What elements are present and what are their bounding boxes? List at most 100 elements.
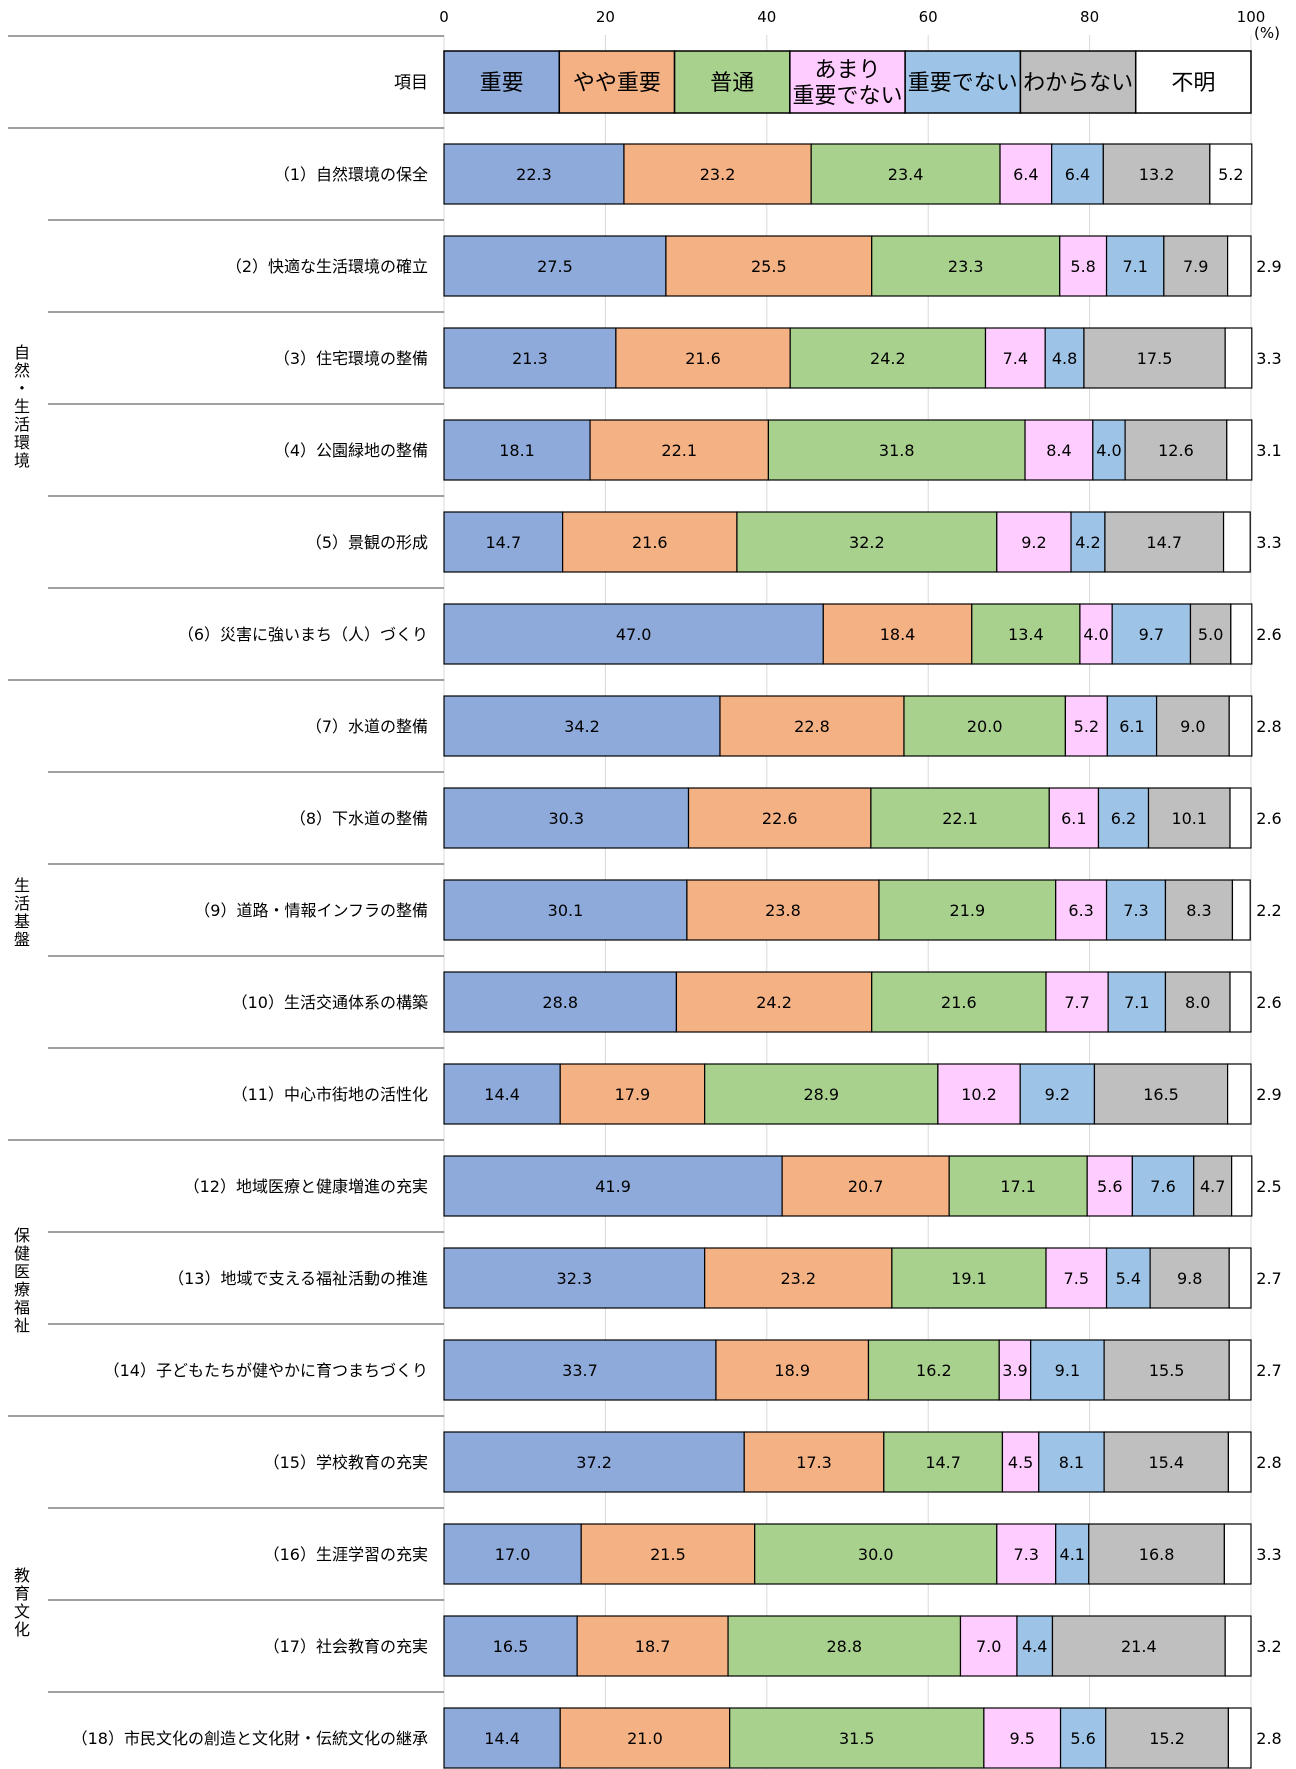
- legend-label-3: あまり: [814, 58, 880, 83]
- category-label: （13）地域で支える福祉活動の推進: [168, 1269, 428, 1288]
- bar-segment: [1189, 603, 1232, 665]
- data-label: 2.8: [1256, 1453, 1281, 1472]
- legend-label-3: 重要でない: [792, 84, 902, 109]
- legend-swatch-0: [443, 50, 561, 114]
- data-label: 31.5: [839, 1729, 875, 1748]
- data-label: 21.0: [627, 1729, 663, 1748]
- bar-segment: [443, 327, 617, 389]
- bar-segment: [1045, 1247, 1108, 1309]
- bar-segment: [998, 1339, 1032, 1401]
- group-label: 生活基盤: [14, 876, 30, 949]
- data-label: 7.6: [1150, 1177, 1175, 1196]
- data-label: 20.0: [967, 717, 1003, 736]
- bar-segment: [443, 1155, 783, 1217]
- bar-segment: [1088, 1523, 1225, 1585]
- data-label: 4.2: [1075, 533, 1100, 552]
- bar-segment: [1131, 1155, 1195, 1217]
- bar-segment: [1055, 879, 1108, 941]
- category-label: （14）子どもたちが健やかに育つまちづくり: [104, 1361, 428, 1380]
- category-label: （10）生活交通体系の構築: [232, 993, 428, 1012]
- bar-segment: [871, 235, 1061, 297]
- bar-segment: [996, 1523, 1057, 1585]
- bar-segment: [1070, 511, 1106, 573]
- legend-label-0: 重要: [480, 71, 524, 96]
- x-tick-label-40: 40: [757, 8, 776, 26]
- bar-segment: [1224, 327, 1253, 389]
- bar-segment: [948, 1155, 1088, 1217]
- data-label: 4.0: [1083, 625, 1108, 644]
- data-label: 18.1: [499, 441, 535, 460]
- bar-segment: [1227, 1707, 1252, 1769]
- data-label: 27.5: [537, 257, 573, 276]
- legend-swatch-1: [558, 50, 676, 114]
- bar-segment: [1092, 419, 1126, 481]
- data-label: 23.2: [780, 1269, 816, 1288]
- category-label: （11）中心市街地の活性化: [232, 1085, 428, 1104]
- data-label: 9.0: [1180, 717, 1205, 736]
- data-label: 8.0: [1185, 993, 1210, 1012]
- bar-segment: [1107, 971, 1167, 1033]
- x-tick-label-0: 0: [439, 8, 449, 26]
- data-label: 2.2: [1256, 901, 1281, 920]
- data-label: 7.1: [1122, 257, 1147, 276]
- category-label: （5）景観の形成: [306, 533, 428, 552]
- data-label: 4.4: [1022, 1637, 1047, 1656]
- data-label: 2.6: [1256, 993, 1281, 1012]
- bar-segment: [715, 1339, 870, 1401]
- data-label: 14.7: [925, 1453, 961, 1472]
- legend-label-6: 不明: [1171, 71, 1215, 96]
- data-label: 17.5: [1137, 349, 1173, 368]
- data-label: 5.6: [1097, 1177, 1122, 1196]
- data-label: 19.1: [951, 1269, 987, 1288]
- legend-label-5: わからない: [1023, 71, 1133, 96]
- data-label: 22.1: [942, 809, 978, 828]
- bar-segment: [743, 1431, 885, 1493]
- category-label: （16）生涯学習の充実: [264, 1545, 428, 1564]
- bar-segment: [1104, 511, 1225, 573]
- data-label: 21.3: [512, 349, 548, 368]
- data-label: 4.7: [1200, 1177, 1225, 1196]
- data-label: 16.5: [1143, 1085, 1179, 1104]
- bar-segment: [1155, 695, 1230, 757]
- group-label: 教育文化: [14, 1566, 30, 1639]
- data-label: 21.6: [941, 993, 977, 1012]
- data-label: 7.4: [1003, 349, 1028, 368]
- bar-segment: [1209, 143, 1253, 205]
- bar-segment: [1103, 1431, 1230, 1493]
- data-label: 10.2: [961, 1085, 997, 1104]
- bar-segment: [1226, 419, 1253, 481]
- data-label: 28.8: [826, 1637, 862, 1656]
- data-label: 21.4: [1121, 1637, 1157, 1656]
- bar-segment: [1226, 235, 1252, 297]
- data-label: 18.4: [880, 625, 916, 644]
- data-label: 21.6: [685, 349, 721, 368]
- bar-segment: [1226, 1063, 1252, 1125]
- data-label: 6.4: [1013, 165, 1038, 184]
- group-label: 保健医療福祉: [14, 1226, 30, 1335]
- data-label: 7.3: [1123, 901, 1148, 920]
- data-label: 17.1: [1000, 1177, 1036, 1196]
- bar-segment: [781, 1155, 950, 1217]
- data-label: 14.7: [486, 533, 522, 552]
- data-label: 18.9: [774, 1361, 810, 1380]
- category-label: （15）学校教育の充実: [264, 1453, 428, 1472]
- bar-segment: [1086, 1155, 1133, 1217]
- data-label: 3.3: [1256, 1545, 1281, 1564]
- bar-segment: [1059, 235, 1108, 297]
- data-label: 3.1: [1256, 441, 1281, 460]
- bar-segment: [443, 419, 591, 481]
- data-label: 9.8: [1177, 1269, 1202, 1288]
- legend-swatch-3: [789, 50, 906, 114]
- bar-segment: [959, 1615, 1018, 1677]
- data-label: 41.9: [595, 1177, 631, 1196]
- data-label: 2.9: [1256, 257, 1281, 276]
- data-label: 2.7: [1256, 1269, 1281, 1288]
- bar-segment: [675, 971, 873, 1033]
- data-label: 30.0: [858, 1545, 894, 1564]
- data-label: 6.1: [1061, 809, 1086, 828]
- data-label: 4.0: [1096, 441, 1121, 460]
- data-label: 5.2: [1074, 717, 1099, 736]
- bar-segment: [1105, 235, 1165, 297]
- data-label: 9.2: [1021, 533, 1046, 552]
- data-label: 6.4: [1065, 165, 1090, 184]
